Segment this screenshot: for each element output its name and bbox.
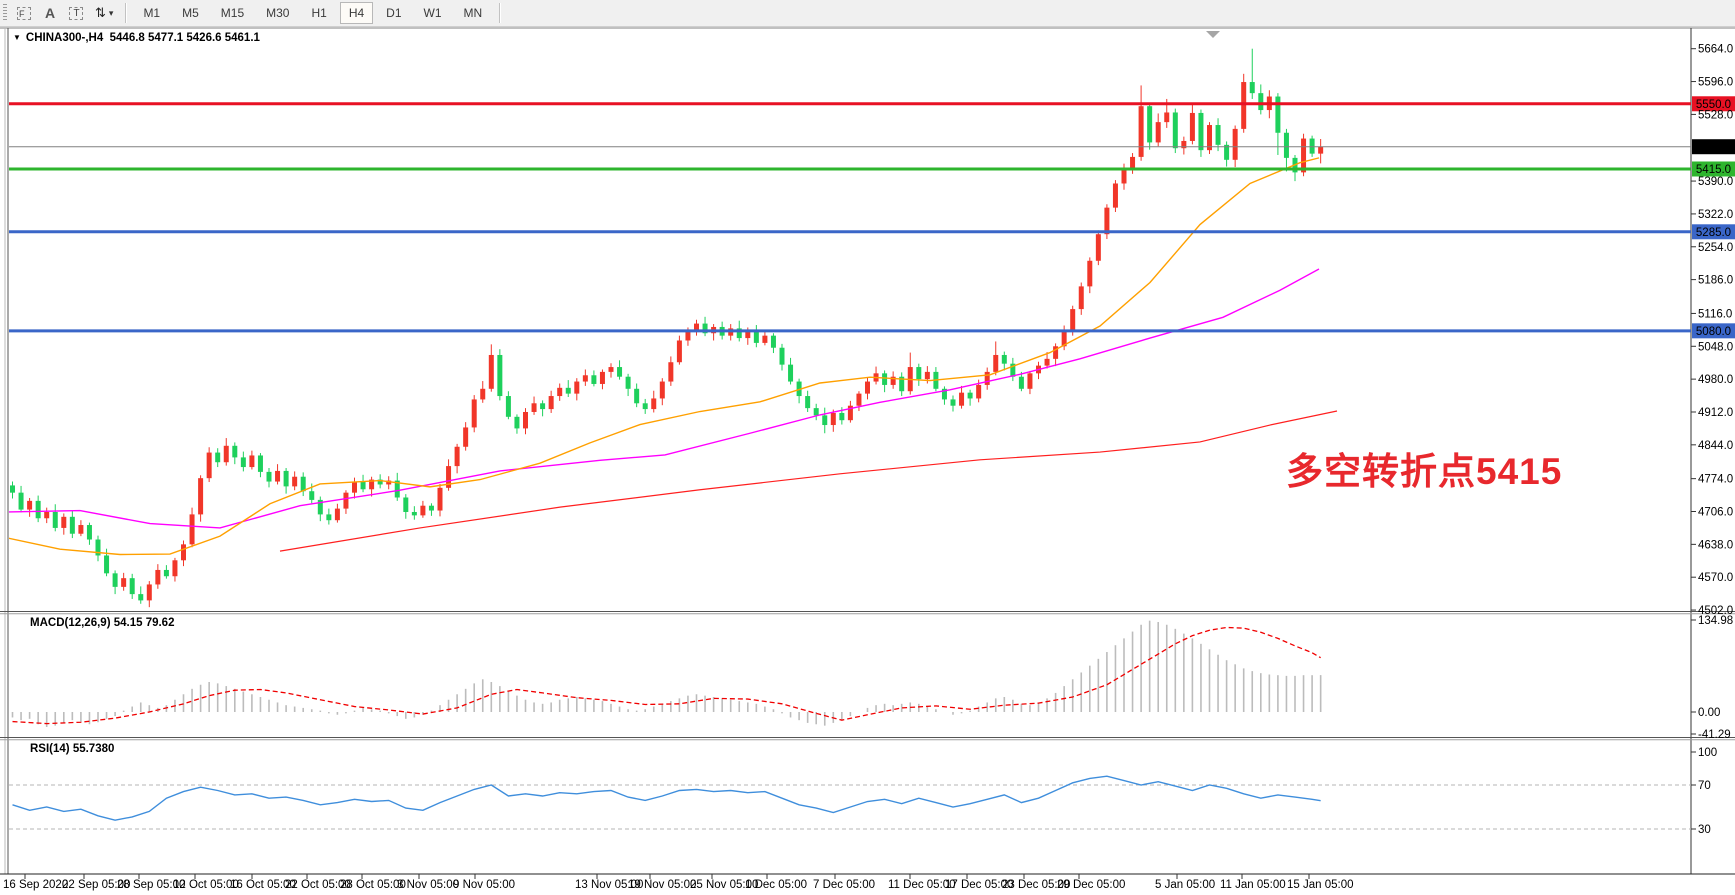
chart-shift-button[interactable]: F [12, 2, 36, 24]
timeframe-h4-button[interactable]: H4 [339, 2, 374, 24]
timeframe-w1-button[interactable]: W1 [415, 2, 451, 24]
svg-text:16 Sep 2020: 16 Sep 2020 [3, 879, 68, 891]
timeframe-d1-button[interactable]: D1 [377, 2, 410, 24]
chart-title: ▼ CHINA300-,H4 5446.8 5477.1 5426.6 5461.… [13, 32, 260, 44]
toolbar-grip[interactable] [2, 4, 10, 22]
svg-text:4844.0: 4844.0 [1698, 440, 1733, 452]
symbol-label: CHINA300-,H4 [25, 32, 104, 44]
svg-text:5550.0: 5550.0 [1696, 99, 1731, 111]
svg-text:-41.29: -41.29 [1698, 729, 1731, 741]
svg-text:28 Sep 05:00: 28 Sep 05:00 [117, 879, 185, 891]
svg-text:28 Oct 05:00: 28 Oct 05:00 [340, 879, 406, 891]
svg-text:7 Dec 05:00: 7 Dec 05:00 [813, 879, 875, 891]
svg-text:4912.0: 4912.0 [1698, 407, 1733, 419]
timeframe-m15-button[interactable]: M15 [212, 2, 253, 24]
svg-text:12 Oct 05:00: 12 Oct 05:00 [173, 879, 239, 891]
svg-text:25 Nov 05:00: 25 Nov 05:00 [690, 879, 758, 891]
svg-text:5116.0: 5116.0 [1698, 308, 1732, 320]
svg-text:30: 30 [1698, 824, 1711, 836]
svg-text:23 Dec 05:00: 23 Dec 05:00 [1002, 879, 1070, 891]
svg-text:5415.0: 5415.0 [1696, 164, 1731, 176]
toolbar-separator [499, 3, 501, 23]
svg-text:9 Nov 05:00: 9 Nov 05:00 [453, 879, 515, 891]
timeframe-h1-button[interactable]: H1 [302, 2, 335, 24]
svg-text:15 Jan 05:00: 15 Jan 05:00 [1287, 879, 1354, 891]
chevron-down-icon: ▾ [108, 7, 114, 18]
svg-text:5048.0: 5048.0 [1698, 341, 1733, 353]
timeframe-m5-button[interactable]: M5 [173, 2, 208, 24]
svg-text:70: 70 [1698, 780, 1711, 792]
svg-text:5080.0: 5080.0 [1696, 326, 1731, 338]
svg-text:5 Jan 05:00: 5 Jan 05:00 [1155, 879, 1215, 891]
drawing-tools-button[interactable]: ⇅ ▾ [90, 2, 118, 24]
arrow-tool-button[interactable]: A [38, 2, 62, 24]
svg-text:5186.0: 5186.0 [1698, 275, 1733, 287]
svg-text:16 Oct 05:00: 16 Oct 05:00 [230, 879, 296, 891]
svg-text:4502.0: 4502.0 [1698, 605, 1733, 617]
rsi-indicator-label: RSI(14) 55.7380 [30, 743, 115, 755]
svg-text:4980.0: 4980.0 [1698, 374, 1733, 386]
svg-text:17 Dec 05:00: 17 Dec 05:00 [945, 879, 1013, 891]
svg-text:5390.0: 5390.0 [1698, 176, 1733, 188]
grid-f-icon: F [17, 6, 31, 20]
timeframe-m1-button[interactable]: M1 [134, 2, 169, 24]
svg-text:0.00: 0.00 [1698, 707, 1720, 719]
svg-text:22 Oct 05:00: 22 Oct 05:00 [285, 879, 351, 891]
svg-text:1 Dec 05:00: 1 Dec 05:00 [745, 879, 807, 891]
svg-text:4774.0: 4774.0 [1698, 474, 1733, 486]
svg-text:5322.0: 5322.0 [1698, 209, 1733, 221]
svg-text:5254.0: 5254.0 [1698, 242, 1733, 254]
svg-text:4706.0: 4706.0 [1698, 507, 1733, 519]
svg-text:5528.0: 5528.0 [1698, 109, 1733, 121]
toolbar: F A T ⇅ ▾ M1 M5 M15 M30 H1 H4 D1 W1 MN [0, 0, 1735, 27]
chart-dropdown-icon[interactable]: ▼ [13, 33, 21, 42]
text-label-tool-button[interactable]: T [64, 2, 88, 24]
svg-text:5664.0: 5664.0 [1698, 44, 1733, 56]
toolbar-separator [125, 3, 127, 23]
svg-text:4638.0: 4638.0 [1698, 539, 1733, 551]
arrows-icon: ⇅ [95, 5, 106, 20]
timeframe-m30-button[interactable]: M30 [257, 2, 298, 24]
text-t-icon: T [69, 6, 83, 20]
svg-text:5596.0: 5596.0 [1698, 77, 1733, 89]
svg-text:3 Nov 05:00: 3 Nov 05:00 [397, 879, 459, 891]
svg-text:5285.0: 5285.0 [1696, 227, 1731, 239]
svg-text:29 Dec 05:00: 29 Dec 05:00 [1057, 879, 1125, 891]
svg-text:100: 100 [1698, 747, 1717, 759]
svg-text:11 Dec 05:00: 11 Dec 05:00 [888, 879, 956, 891]
svg-text:22 Sep 05:00: 22 Sep 05:00 [62, 879, 130, 891]
svg-text:11 Jan 05:00: 11 Jan 05:00 [1220, 879, 1286, 891]
svg-text:5461.1: 5461.1 [1696, 142, 1731, 154]
timeframe-mn-button[interactable]: MN [455, 2, 492, 24]
svg-text:13 Nov 05:00: 13 Nov 05:00 [575, 879, 643, 891]
annotation-text: 多空转折点5415 [1286, 451, 1563, 492]
svg-text:4570.0: 4570.0 [1698, 572, 1733, 584]
macd-indicator-label: MACD(12,26,9) 54.15 79.62 [30, 617, 175, 629]
svg-text:19 Nov 05:00: 19 Nov 05:00 [628, 879, 696, 891]
letter-a-icon: A [44, 5, 56, 21]
ohlc-values: 5446.8 5477.1 5426.6 5461.1 [109, 32, 260, 44]
svg-text:134.98: 134.98 [1698, 615, 1733, 627]
